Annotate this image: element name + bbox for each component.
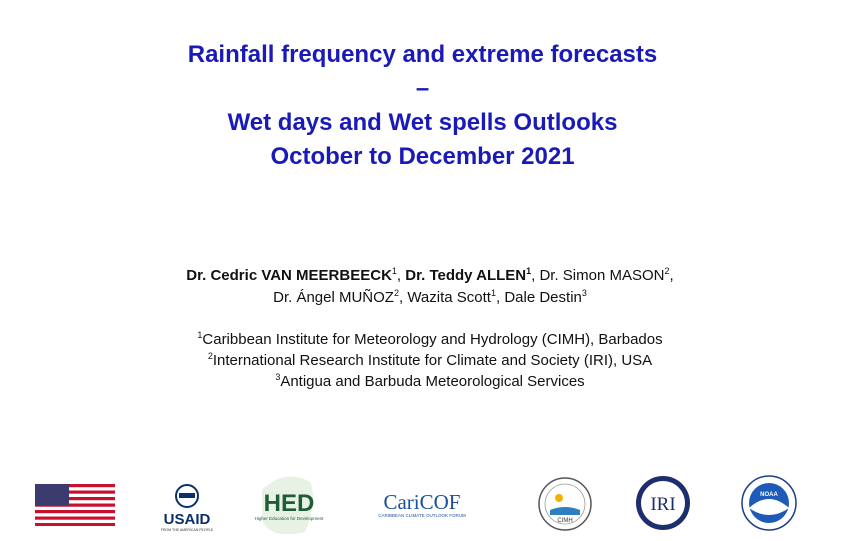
usaid-logo: USAID FROM THE AMERICAN PEOPLE: [161, 484, 214, 532]
author-line: Dr. Cedric VAN MEERBEECK1, Dr. Teddy ALL…: [0, 265, 845, 287]
logo-text: USAID: [164, 511, 211, 528]
title-line: October to December 2021: [270, 143, 575, 170]
author: Dale Destin: [504, 289, 582, 306]
affiliation-number: 1: [197, 330, 203, 340]
author-affiliation: 1: [391, 266, 397, 276]
logo-text: CariCOF: [383, 490, 460, 514]
author: Wazita Scott: [407, 289, 491, 306]
author: Dr. Simon MASON: [539, 267, 665, 284]
cimh-logo: CIMH: [538, 477, 592, 531]
author-affiliation: 1: [490, 288, 496, 298]
hed-logo: HED Higher Education for Development: [255, 476, 325, 535]
authors: Dr. Cedric VAN MEERBEECK1, Dr. Teddy ALL…: [0, 265, 845, 309]
separator: ,: [669, 267, 674, 284]
logos: USAID FROM THE AMERICAN PEOPLE HED Highe…: [35, 475, 797, 535]
affiliation-text: International Research Institute for Cli…: [212, 352, 653, 369]
noaa-logo: NOAA: [741, 475, 797, 531]
iri-logo: IRI: [636, 476, 690, 530]
affiliation: 3Antigua and Barbuda Meteorological Serv…: [0, 371, 845, 392]
affiliation-number: 2: [207, 351, 213, 361]
logo-text: NOAA: [760, 492, 778, 498]
title-line: Wet days and Wet spells Outlooks: [227, 109, 618, 136]
separator: ,: [531, 267, 536, 284]
affiliations: 1Caribbean Institute for Meteorology and…: [0, 329, 845, 392]
caricof-logo: CariCOF CARIBBEAN CLIMATE OUTLOOK FORUM: [378, 490, 466, 518]
affiliation: 1Caribbean Institute for Meteorology and…: [0, 329, 845, 350]
title-line: –: [415, 75, 430, 102]
title-line: Rainfall frequency and extreme forecasts: [187, 41, 658, 68]
author: Dr. Cedric VAN MEERBEECK: [186, 267, 392, 284]
affiliation-text: Antigua and Barbuda Meteorological Servi…: [280, 373, 585, 390]
separator: ,: [495, 289, 501, 306]
us-flag: [35, 484, 115, 526]
author: Dr. Teddy ALLEN: [405, 267, 527, 284]
logo-text: IRI: [650, 494, 675, 515]
author-affiliation: 2: [664, 266, 670, 276]
affiliation-text: Caribbean Institute for Meteorology and …: [202, 331, 663, 348]
logo-tagline: Higher Education for Development: [255, 516, 325, 521]
author-affiliation: 2: [393, 288, 399, 298]
author-affiliation: 3: [581, 288, 587, 298]
logo-tagline: FROM THE AMERICAN PEOPLE: [161, 528, 214, 532]
affiliation-number: 3: [275, 372, 281, 382]
logo-tagline: CARIBBEAN CLIMATE OUTLOOK FORUM: [378, 513, 466, 518]
logo-text: HED: [264, 490, 315, 517]
separator: ,: [396, 267, 402, 284]
affiliation: 2International Research Institute for Cl…: [0, 350, 845, 371]
title: Rainfall frequency and extreme forecasts…: [0, 38, 845, 174]
author-affiliation: 1: [526, 266, 532, 276]
author-line: Dr. Ángel MUÑOZ2, Wazita Scott1, Dale De…: [0, 287, 845, 309]
author: Dr. Ángel MUÑOZ: [273, 289, 394, 306]
logo-text: CIMH: [557, 518, 572, 524]
separator: ,: [398, 289, 404, 306]
